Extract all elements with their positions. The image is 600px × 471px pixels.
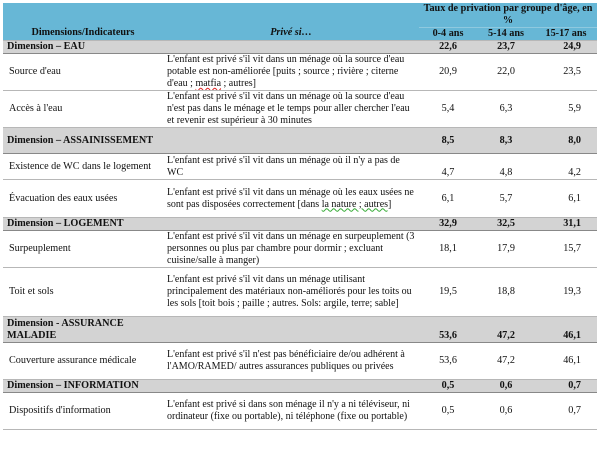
indicator-label: Source d'eau xyxy=(3,53,163,91)
indicator-description: L'enfant est privé s'il n'est pas bénéfi… xyxy=(163,342,419,380)
table-row: Accès à l'eau L'enfant est privé s'il vi… xyxy=(3,90,598,128)
age-group-15-17: 15-17 ans xyxy=(535,27,598,41)
cell-value: 20,9 xyxy=(419,53,477,91)
age-group-title: Taux de privation par groupe d'âge, en % xyxy=(419,3,598,28)
section-title: Dimension - ASSURANCE MALADIE xyxy=(3,316,163,343)
section-row: Dimension - ASSURANCE MALADIE 53,6 47,2 … xyxy=(3,316,598,343)
indicator-label: Dispositifs d'information xyxy=(3,392,163,430)
indicator-label: Toit et sols xyxy=(3,267,163,317)
cell-value: 18,8 xyxy=(477,267,535,317)
indicator-label: Accès à l'eau xyxy=(3,90,163,128)
cell-value: 5,7 xyxy=(477,179,535,218)
age-group-5-14: 5-14 ans xyxy=(477,27,535,41)
cell-value: 6,1 xyxy=(419,179,477,218)
section-value: 23,7 xyxy=(477,40,535,54)
section-value: 46,1 xyxy=(535,316,598,343)
indicator-label: Couverture assurance médicale xyxy=(3,342,163,380)
section-row: Dimension – ASSAINISSEMENT 8,5 8,3 8,0 xyxy=(3,127,598,154)
cell-value: 18,1 xyxy=(419,230,477,268)
cell-value: 15,7 xyxy=(535,230,598,268)
indicator-label: Surpeuplement xyxy=(3,230,163,268)
section-title: Dimension – EAU xyxy=(3,40,163,54)
spellcheck-mark: matfia xyxy=(195,77,222,89)
cell-value: 4,7 xyxy=(419,153,477,180)
table-row: Couverture assurance médicale L'enfant e… xyxy=(3,342,598,380)
indicator-description: L'enfant est privé s'il vit dans un ména… xyxy=(163,267,419,317)
table-row: Existence de WC dans le logement L'enfan… xyxy=(3,153,598,180)
cell-value: 5,9 xyxy=(535,90,598,128)
table-row: Source d'eau L'enfant est privé s'il vit… xyxy=(3,53,598,91)
cell-value: 53,6 xyxy=(419,342,477,380)
section-value: 0,5 xyxy=(419,379,477,393)
section-value: 32,5 xyxy=(477,217,535,231)
cell-value: 6,1 xyxy=(535,179,598,218)
section-row: Dimension – EAU 22,6 23,7 24,9 xyxy=(3,40,598,54)
section-value: 8,5 xyxy=(419,127,477,154)
section-value: 8,3 xyxy=(477,127,535,154)
cell-value: 19,3 xyxy=(535,267,598,317)
indicator-description: L'enfant est privé s'il vit dans un ména… xyxy=(163,53,419,91)
dimensions-header: Dimensions/Indicateurs xyxy=(3,3,163,41)
cell-value: 0,5 xyxy=(419,392,477,430)
indicator-description: L'enfant est privé si dans son ménage il… xyxy=(163,392,419,430)
indicator-description: L'enfant est privé s'il vit dans un ména… xyxy=(163,90,419,128)
age-group-0-4: 0-4 ans xyxy=(419,27,477,41)
cell-value: 22,0 xyxy=(477,53,535,91)
indicator-description: L'enfant est privé s'il vit dans un ména… xyxy=(163,153,419,180)
section-value: 0,7 xyxy=(535,379,598,393)
spellcheck-mark: la nature ; autres] xyxy=(321,198,392,210)
cell-value: 23,5 xyxy=(535,53,598,91)
section-value: 24,9 xyxy=(535,40,598,54)
section-value: 53,6 xyxy=(419,316,477,343)
indicator-label: Existence de WC dans le logement xyxy=(3,153,163,180)
table-row: Évacuation des eaux usées L'enfant est p… xyxy=(3,179,598,218)
table-row: Toit et sols L'enfant est privé s'il vit… xyxy=(3,267,598,317)
cell-value: 4,8 xyxy=(477,153,535,180)
table-row: Dispositifs d'information L'enfant est p… xyxy=(3,392,598,430)
cell-value: 0,7 xyxy=(535,392,598,430)
section-value: 22,6 xyxy=(419,40,477,54)
cell-value: 46,1 xyxy=(535,342,598,380)
section-value: 32,9 xyxy=(419,217,477,231)
indicator-label: Évacuation des eaux usées xyxy=(3,179,163,218)
prive-header: Privé si… xyxy=(163,3,419,41)
section-row: Dimension – LOGEMENT 32,9 32,5 31,1 xyxy=(3,217,598,231)
section-title: Dimension – INFORMATION xyxy=(3,379,163,393)
table-row: Surpeuplement L'enfant est privé s'il vi… xyxy=(3,230,598,268)
section-value: 31,1 xyxy=(535,217,598,231)
cell-value: 19,5 xyxy=(419,267,477,317)
section-title: Dimension – ASSAINISSEMENT xyxy=(3,127,163,154)
section-row: Dimension – INFORMATION 0,5 0,6 0,7 xyxy=(3,379,598,393)
cell-value: 5,4 xyxy=(419,90,477,128)
indicator-description: L'enfant est privé s'il vit dans un ména… xyxy=(163,179,419,218)
section-value: 47,2 xyxy=(477,316,535,343)
cell-value: 17,9 xyxy=(477,230,535,268)
cell-value: 6,3 xyxy=(477,90,535,128)
cell-value: 0,6 xyxy=(477,392,535,430)
section-value: 0,6 xyxy=(477,379,535,393)
indicator-description: L'enfant est privé s'il vit dans un ména… xyxy=(163,230,419,268)
deprivation-table: Dimensions/Indicateurs Privé si… Taux de… xyxy=(3,3,598,430)
cell-value: 47,2 xyxy=(477,342,535,380)
section-title: Dimension – LOGEMENT xyxy=(3,217,163,231)
cell-value: 4,2 xyxy=(535,153,598,180)
section-value: 8,0 xyxy=(535,127,598,154)
